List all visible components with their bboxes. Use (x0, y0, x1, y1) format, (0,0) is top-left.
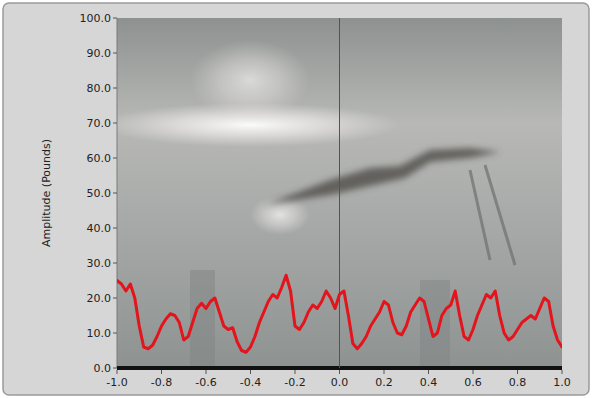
x-tick-label: -0.8 (151, 376, 172, 389)
y-tick (113, 333, 117, 334)
y-tick (113, 53, 117, 54)
x-tick (117, 370, 118, 374)
y-tick-label: 40.0 (87, 222, 112, 235)
y-tick (113, 298, 117, 299)
y-tick-label: 80.0 (87, 82, 112, 95)
y-tick (113, 263, 117, 264)
y-tick-label: 60.0 (87, 152, 112, 165)
x-tick-label: -1.0 (106, 376, 127, 389)
y-tick (113, 368, 117, 369)
y-axis-label: Amplitude (Pounds) (40, 139, 53, 247)
x-tick (295, 370, 296, 374)
x-tick-label: 0.2 (375, 376, 393, 389)
y-tick (113, 158, 117, 159)
photo-background (117, 18, 562, 368)
x-tick (250, 370, 251, 374)
y-tick-label: 10.0 (87, 327, 112, 340)
x-tick (473, 370, 474, 374)
y-tick-label: 100.0 (80, 12, 112, 25)
y-tick (113, 18, 117, 19)
x-tick-label: 1.0 (553, 376, 571, 389)
cursor (339, 18, 340, 368)
x-tick (206, 370, 207, 374)
x-tick (161, 370, 162, 374)
x-tick-label: -0.2 (284, 376, 305, 389)
x-tick-label: -0.6 (195, 376, 216, 389)
y-tick (113, 88, 117, 89)
water (117, 18, 562, 368)
x-tick-label: 0.6 (464, 376, 482, 389)
swimmer (265, 148, 500, 205)
x-tick-label: -0.4 (240, 376, 261, 389)
y-tick-label: 90.0 (87, 47, 112, 60)
y-tick (113, 123, 117, 124)
y-tick-label: 30.0 (87, 257, 112, 270)
ladder (470, 165, 515, 265)
surface-glare (190, 40, 310, 120)
y-tick-label: 70.0 (87, 117, 112, 130)
lane-shadow (420, 280, 450, 368)
y-tick-label: 20.0 (87, 292, 112, 305)
y-tick-label: 0.0 (94, 362, 112, 375)
chart: 0.0 10.0 20.0 30.0 40.0 50.0 60.0 70.0 80.0 90.0 1… (0, 0, 592, 398)
x-tick-label: 0.0 (331, 376, 349, 389)
x-tick (384, 370, 385, 374)
x-tick-label: 0.4 (420, 376, 438, 389)
y-tick (113, 193, 117, 194)
x-tick (428, 370, 429, 374)
plot-marks (117, 18, 562, 368)
x-tick (339, 370, 340, 374)
y-tick-label: 50.0 (87, 187, 112, 200)
amplitude-line (117, 275, 562, 352)
x-tick (517, 370, 518, 374)
x-tick (562, 370, 563, 374)
x-tick-label: 0.8 (509, 376, 527, 389)
y-tick (113, 228, 117, 229)
panel (3, 3, 589, 395)
